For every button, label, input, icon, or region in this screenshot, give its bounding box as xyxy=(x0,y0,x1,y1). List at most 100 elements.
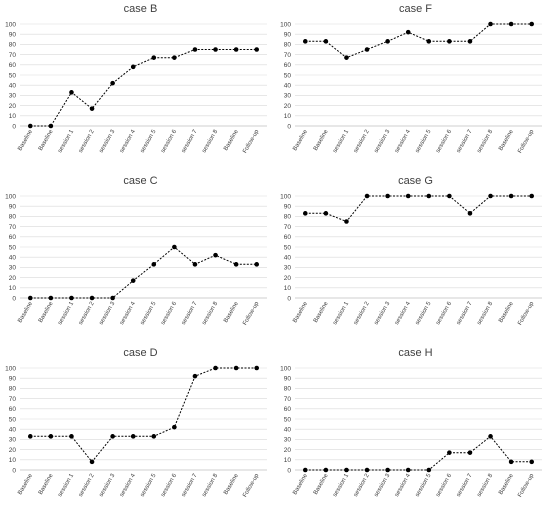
y-tick-label: 20 xyxy=(284,447,292,454)
data-point xyxy=(69,434,74,439)
y-tick-label: 90 xyxy=(284,376,292,383)
x-tick-label: session 1 xyxy=(57,300,75,326)
data-point xyxy=(323,467,329,473)
y-tick-label: 0 xyxy=(287,123,291,130)
chart-panel-2: case F 0 10 20 30 40 50 60 70 80 90 100 Baseline Base… xyxy=(275,0,550,168)
y-tick-label: 80 xyxy=(9,386,17,393)
y-tick-label: 60 xyxy=(284,234,292,241)
x-tick-label: session 6 xyxy=(435,472,453,498)
x-tick-label: Baseline xyxy=(498,128,515,152)
y-tick-label: 10 xyxy=(284,457,292,464)
x-tick-label: Baseline xyxy=(292,128,309,152)
data-point xyxy=(254,47,260,52)
y-tick-label: 40 xyxy=(284,255,292,262)
y-tick-label: 90 xyxy=(9,32,17,39)
data-point xyxy=(405,467,411,473)
y-tick-label: 30 xyxy=(284,93,292,100)
data-point xyxy=(233,262,239,267)
y-tick-label: 50 xyxy=(9,244,17,251)
x-tick-label: session 4 xyxy=(119,128,137,154)
data-point xyxy=(110,80,115,86)
series-line xyxy=(305,435,532,471)
y-tick-label: 30 xyxy=(9,437,17,444)
chart-panel-6: case H 0 10 20 30 40 50 60 70 80 90 100 Baseline Base… xyxy=(275,344,550,512)
y-tick-label: 10 xyxy=(284,113,292,120)
series-line xyxy=(30,367,257,463)
data-point xyxy=(213,365,218,371)
y-tick-label: 100 xyxy=(5,21,16,28)
y-tick-label: 10 xyxy=(9,285,17,292)
x-tick-label: session 1 xyxy=(332,472,350,498)
x-tick-label: session 7 xyxy=(456,300,474,326)
x-tick-label: session 4 xyxy=(394,300,412,326)
y-tick-label: 20 xyxy=(284,275,292,282)
y-tick-label: 70 xyxy=(9,224,17,231)
x-tick-label: session 5 xyxy=(415,472,433,498)
x-tick-label: session 7 xyxy=(181,472,199,498)
chart-title: case C xyxy=(123,175,157,187)
x-tick-label: session 4 xyxy=(119,472,137,498)
x-tick-label: session 4 xyxy=(394,128,412,154)
y-tick-label: 20 xyxy=(9,103,17,110)
x-tick-label: Baseline xyxy=(498,472,515,496)
data-point xyxy=(172,244,177,250)
y-tick-label: 40 xyxy=(9,83,17,90)
data-point xyxy=(344,55,349,60)
y-tick-label: 20 xyxy=(9,275,17,282)
chart-panel-4: case G 0 10 20 30 40 50 60 70 80 90 100 Baseline Base… xyxy=(275,172,550,340)
x-tick-label: Baseline xyxy=(38,128,55,152)
x-tick-label: session 6 xyxy=(160,128,178,154)
data-point xyxy=(323,211,329,216)
y-tick-label: 70 xyxy=(284,396,292,403)
x-tick-label: Baseline xyxy=(313,300,330,324)
data-point xyxy=(529,459,535,465)
y-tick-label: 40 xyxy=(9,427,17,434)
x-tick-label: Baseline xyxy=(223,472,240,496)
x-tick-label: Baseline xyxy=(17,472,34,496)
series-line xyxy=(30,49,257,127)
x-tick-label: Baseline xyxy=(292,472,309,496)
data-point xyxy=(192,373,198,379)
y-tick-label: 80 xyxy=(284,214,292,221)
data-point xyxy=(48,295,54,301)
x-tick-label: session 3 xyxy=(373,128,391,154)
data-point xyxy=(151,262,157,267)
data-point xyxy=(27,123,33,129)
y-tick-label: 80 xyxy=(284,386,292,393)
y-tick-label: 90 xyxy=(284,204,292,211)
x-tick-label: session 5 xyxy=(140,128,158,154)
x-tick-label: session 1 xyxy=(57,128,75,154)
data-point xyxy=(344,467,349,473)
data-point xyxy=(130,278,136,283)
x-tick-label: session 1 xyxy=(57,472,75,498)
y-tick-label: 50 xyxy=(284,244,292,251)
x-tick-label: session 2 xyxy=(78,128,96,154)
data-point xyxy=(27,295,33,301)
series-line xyxy=(305,195,532,223)
x-tick-label: Baseline xyxy=(313,472,330,496)
x-tick-label: session 8 xyxy=(201,128,219,154)
data-point xyxy=(233,47,239,52)
data-point xyxy=(89,106,95,111)
x-tick-label: session 5 xyxy=(415,300,433,326)
data-point xyxy=(192,47,198,52)
x-tick-label: session 7 xyxy=(456,472,474,498)
data-point xyxy=(130,434,136,439)
x-tick-label: session 8 xyxy=(476,472,494,498)
y-tick-label: 0 xyxy=(12,123,16,130)
y-tick-label: 20 xyxy=(9,447,17,454)
x-tick-label: session 2 xyxy=(353,128,371,154)
data-point xyxy=(344,219,349,224)
y-tick-label: 70 xyxy=(284,224,292,231)
x-tick-label: Baseline xyxy=(223,300,240,324)
y-tick-label: 40 xyxy=(284,83,292,90)
data-point xyxy=(385,467,390,473)
y-tick-label: 0 xyxy=(12,467,16,474)
data-point xyxy=(508,193,514,199)
data-point xyxy=(426,193,432,199)
data-point xyxy=(151,434,157,439)
data-point xyxy=(529,193,535,199)
